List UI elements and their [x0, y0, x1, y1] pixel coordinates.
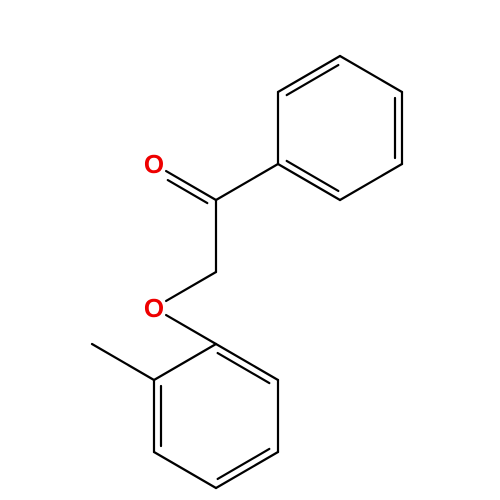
bond — [340, 56, 402, 92]
bond — [166, 315, 216, 344]
bond — [278, 164, 340, 200]
atom-label-o: O — [144, 149, 164, 179]
atom-label-o: O — [144, 293, 164, 323]
bond — [166, 171, 216, 200]
bond — [166, 272, 216, 301]
bond — [278, 56, 340, 92]
bond — [216, 164, 278, 200]
bond — [92, 344, 154, 380]
bond — [218, 353, 270, 383]
bond — [216, 452, 278, 488]
bond — [287, 161, 339, 191]
bond — [340, 164, 402, 200]
bond — [218, 449, 270, 479]
bond — [154, 452, 216, 488]
molecule-diagram: OO — [0, 0, 500, 500]
bond — [216, 344, 278, 380]
bond — [287, 65, 339, 95]
bond — [154, 344, 216, 380]
